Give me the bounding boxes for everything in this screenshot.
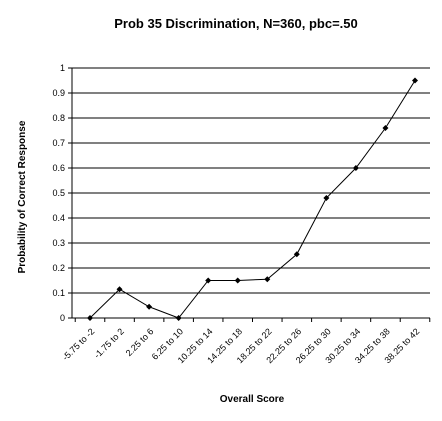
gridlines: [72, 67, 430, 294]
data-point-marker: [412, 77, 418, 84]
y-tick-label: 0.4: [52, 213, 65, 223]
data-point-marker: [352, 165, 359, 171]
x-axis-label: Overall Score: [220, 394, 285, 405]
y-tick-label: 0.6: [52, 163, 65, 173]
chart-title: Prob 35 Discrimination, N=360, pbc=.50: [114, 16, 357, 31]
data-point-marker: [382, 125, 389, 131]
y-tick-label: 1: [60, 63, 65, 73]
x-tick-labels: -5.75 to -2-1.75 to 22.25 to 66.25 to 10…: [60, 318, 431, 365]
y-tick-label: 0.7: [52, 138, 65, 148]
data-point-marker: [323, 195, 330, 201]
data-point-marker: [87, 315, 93, 321]
x-tick-label: -5.75 to -2: [60, 326, 96, 362]
x-tick-label: -1.75 to 2: [92, 326, 126, 360]
data-point-marker: [264, 276, 271, 283]
series-probability: [89, 80, 416, 319]
y-tick-label: 0.8: [52, 113, 65, 123]
data-point-marker: [234, 277, 241, 284]
y-axis-label: Probability of Correct Response: [17, 120, 28, 273]
y-tick-labels: 0 0.1 0.2 0.3 0.4 0.5 0.6 0.7 0.8 0.9 1: [52, 63, 72, 323]
data-point-marker: [205, 277, 212, 284]
data-point-marker: [116, 286, 123, 293]
y-tick-label: 0.2: [52, 263, 65, 273]
y-tick-label: 0.9: [52, 88, 65, 98]
series-line: [89, 80, 416, 319]
data-point-marker: [146, 303, 153, 310]
y-tick-label: 0.3: [52, 238, 65, 248]
series-markers: [87, 77, 418, 321]
data-point-marker: [293, 251, 300, 258]
y-tick-label: 0: [60, 313, 65, 323]
data-point-marker: [175, 315, 182, 321]
y-tick-label: 0.5: [52, 188, 65, 198]
y-tick-label: 0.1: [52, 288, 65, 298]
